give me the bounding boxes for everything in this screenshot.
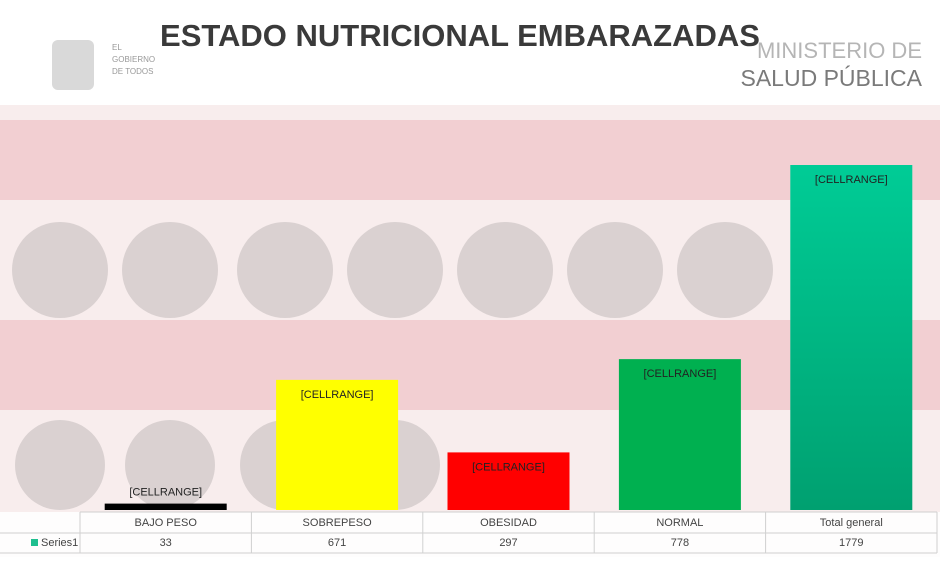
x-tick-label: NORMAL [656, 517, 703, 529]
bar [276, 379, 399, 510]
data-label: [CELLRANGE] [472, 461, 545, 473]
bar [447, 452, 570, 510]
table-value: 33 [160, 537, 172, 549]
bar [618, 359, 741, 510]
x-tick-label: Total general [820, 517, 883, 529]
table-value: 1779 [839, 537, 863, 549]
bar [790, 165, 913, 510]
legend-label: Series1 [41, 537, 78, 549]
legend-swatch [31, 539, 38, 546]
data-label: [CELLRANGE] [644, 368, 717, 380]
bar [104, 503, 227, 510]
logo-shield [52, 40, 94, 90]
table-value: 671 [328, 537, 346, 549]
data-label: [CELLRANGE] [129, 487, 202, 499]
background-pattern [0, 120, 940, 510]
table-value: 778 [671, 537, 689, 549]
x-tick-label: OBESIDAD [480, 517, 537, 529]
x-tick-label: BAJO PESO [135, 517, 198, 529]
data-label: [CELLRANGE] [815, 174, 888, 186]
data-label: [CELLRANGE] [301, 389, 374, 401]
data-table [0, 512, 940, 557]
brand-text: GOBIERNO [112, 55, 155, 64]
brand-text: EL [112, 43, 122, 52]
x-tick-label: SOBREPESO [303, 517, 373, 529]
brand-text: DE TODOS [112, 67, 154, 76]
header-band [0, 0, 940, 105]
chart-title: ESTADO NUTRICIONAL EMBARAZADAS [160, 18, 760, 53]
ministry-text: SALUD PÚBLICA [740, 65, 922, 91]
table-value: 297 [499, 537, 517, 549]
ministry-text: MINISTERIO DE [757, 38, 922, 63]
